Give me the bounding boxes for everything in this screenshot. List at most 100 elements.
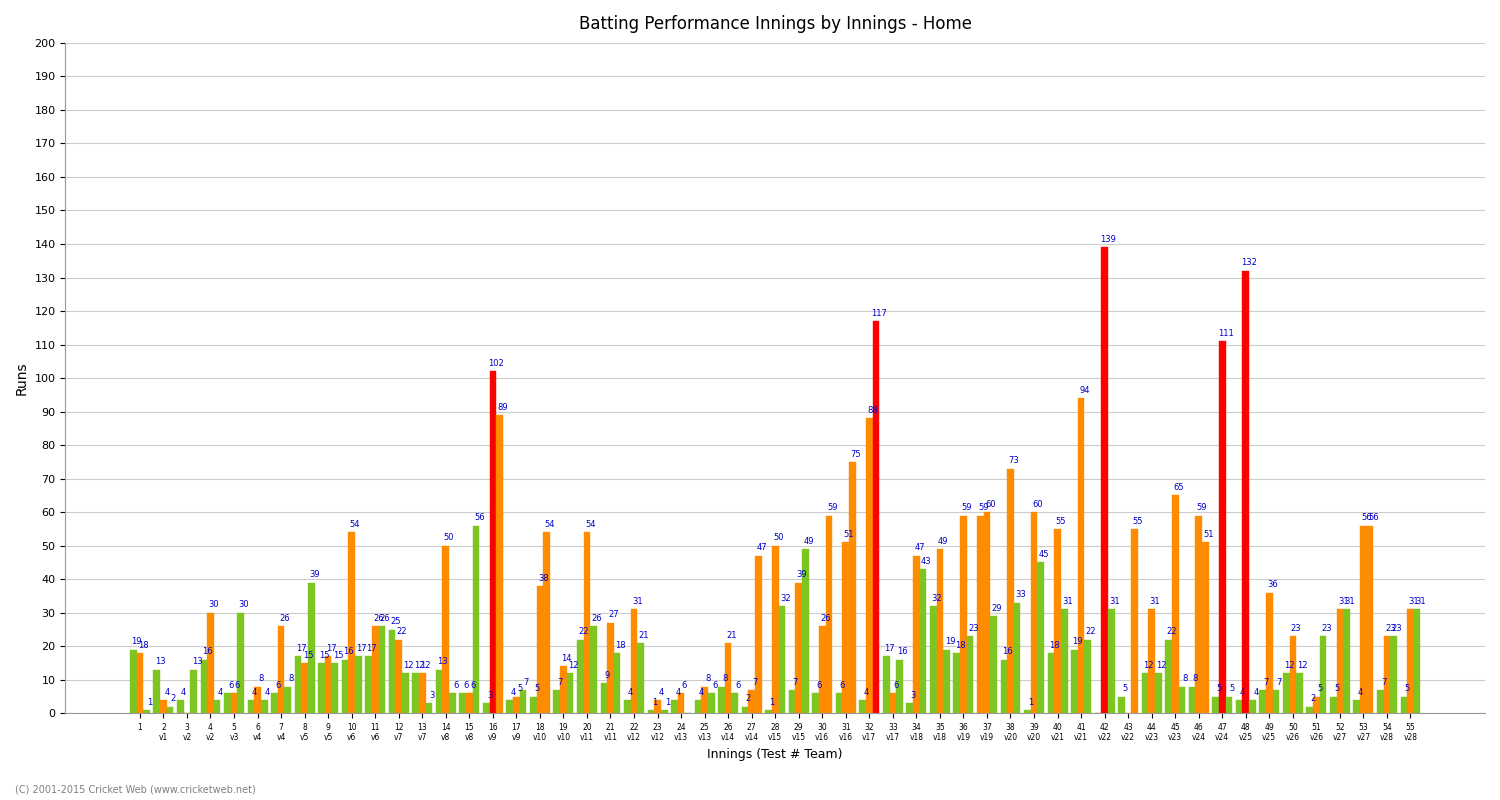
Text: 7: 7 xyxy=(792,678,798,686)
Bar xyxy=(388,630,396,714)
X-axis label: Innings (Test # Team): Innings (Test # Team) xyxy=(708,748,843,761)
Text: 38: 38 xyxy=(538,574,549,582)
Text: 6: 6 xyxy=(228,681,234,690)
Text: 18: 18 xyxy=(1048,641,1059,650)
Text: 8: 8 xyxy=(705,674,711,683)
Text: 36: 36 xyxy=(1268,580,1278,590)
Text: 23: 23 xyxy=(1322,624,1332,633)
Bar xyxy=(718,686,724,714)
Bar xyxy=(1071,650,1078,714)
Bar xyxy=(177,700,183,714)
Bar xyxy=(318,663,326,714)
Bar xyxy=(419,673,426,714)
Bar xyxy=(873,321,879,714)
Text: 8: 8 xyxy=(1182,674,1188,683)
Bar xyxy=(1401,697,1407,714)
Text: 18: 18 xyxy=(138,641,148,650)
Text: 2: 2 xyxy=(746,694,752,703)
Text: 4: 4 xyxy=(510,687,516,697)
Text: 15: 15 xyxy=(320,650,330,660)
Bar xyxy=(507,700,513,714)
Bar xyxy=(1038,562,1044,714)
Bar xyxy=(1312,697,1320,714)
Bar xyxy=(1014,602,1020,714)
Bar xyxy=(1383,636,1390,714)
Text: 26: 26 xyxy=(821,614,831,623)
Bar xyxy=(426,703,432,714)
Bar xyxy=(1306,706,1312,714)
Bar xyxy=(772,546,778,714)
Bar xyxy=(466,694,472,714)
Text: 4: 4 xyxy=(164,687,170,697)
Text: 7: 7 xyxy=(558,678,562,686)
Bar xyxy=(1202,542,1209,714)
Text: 17: 17 xyxy=(296,644,306,653)
Bar xyxy=(708,694,714,714)
Text: 6: 6 xyxy=(234,681,240,690)
Bar xyxy=(732,694,738,714)
Bar xyxy=(789,690,795,714)
Bar xyxy=(670,700,678,714)
Text: 47: 47 xyxy=(756,543,766,553)
Bar xyxy=(843,542,849,714)
Text: 31: 31 xyxy=(1338,597,1348,606)
Text: 12: 12 xyxy=(420,661,430,670)
Text: 6: 6 xyxy=(464,681,468,690)
Bar xyxy=(278,626,285,714)
Text: 31: 31 xyxy=(632,597,642,606)
Text: (C) 2001-2015 Cricket Web (www.cricketweb.net): (C) 2001-2015 Cricket Web (www.cricketwe… xyxy=(15,784,255,794)
Bar xyxy=(1179,686,1185,714)
Text: 12: 12 xyxy=(1284,661,1294,670)
Text: 16: 16 xyxy=(202,647,213,656)
Bar xyxy=(976,515,984,714)
Text: 4: 4 xyxy=(864,687,868,697)
Text: 55: 55 xyxy=(1132,517,1143,526)
Bar xyxy=(231,694,237,714)
Text: 26: 26 xyxy=(279,614,290,623)
Bar xyxy=(402,673,408,714)
Bar xyxy=(272,694,278,714)
Bar xyxy=(554,690,560,714)
Text: 33: 33 xyxy=(1016,590,1026,599)
Bar xyxy=(1290,636,1296,714)
Bar xyxy=(201,660,207,714)
Bar xyxy=(914,556,920,714)
Title: Batting Performance Innings by Innings - Home: Batting Performance Innings by Innings -… xyxy=(579,15,972,33)
Text: 51: 51 xyxy=(1203,530,1214,539)
Bar xyxy=(190,670,196,714)
Text: 39: 39 xyxy=(309,570,320,579)
Text: 6: 6 xyxy=(453,681,459,690)
Text: 45: 45 xyxy=(1040,550,1050,559)
Text: 31: 31 xyxy=(1110,597,1120,606)
Text: 5: 5 xyxy=(1122,684,1128,694)
Text: 89: 89 xyxy=(498,402,508,412)
Text: 31: 31 xyxy=(1414,597,1426,606)
Bar xyxy=(1196,515,1202,714)
Bar xyxy=(1084,639,1090,714)
Text: 26: 26 xyxy=(380,614,390,623)
Bar xyxy=(142,710,150,714)
Bar xyxy=(1242,271,1250,714)
Bar xyxy=(944,650,950,714)
Text: 12: 12 xyxy=(1156,661,1167,670)
Text: 88: 88 xyxy=(867,406,877,415)
Text: 23: 23 xyxy=(1384,624,1395,633)
Bar xyxy=(436,670,442,714)
Text: 132: 132 xyxy=(1240,258,1257,267)
Bar xyxy=(1342,610,1350,714)
Text: 22: 22 xyxy=(579,627,590,636)
Bar xyxy=(1250,700,1256,714)
Bar xyxy=(537,586,543,714)
Text: 12: 12 xyxy=(568,661,579,670)
Bar xyxy=(396,639,402,714)
Text: 31: 31 xyxy=(1344,597,1354,606)
Text: 6: 6 xyxy=(816,681,822,690)
Bar xyxy=(1377,690,1383,714)
Text: 4: 4 xyxy=(217,687,223,697)
Text: 17: 17 xyxy=(326,644,338,653)
Text: 8: 8 xyxy=(288,674,294,683)
Bar xyxy=(214,700,220,714)
Bar xyxy=(308,582,315,714)
Bar xyxy=(489,371,496,714)
Text: 14: 14 xyxy=(561,654,572,663)
